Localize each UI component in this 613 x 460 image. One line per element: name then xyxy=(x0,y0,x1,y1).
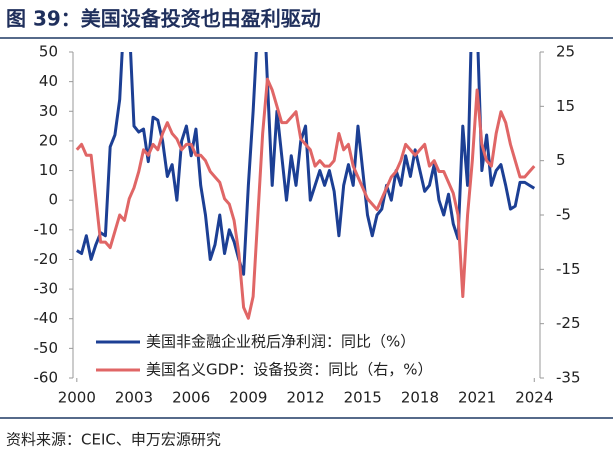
x-tick-label: 2012 xyxy=(286,389,324,407)
x-tick-label: 2009 xyxy=(229,389,267,407)
y-tick-label: 0 xyxy=(48,191,58,209)
plot-area xyxy=(75,52,536,320)
x-tick-label: 2021 xyxy=(458,389,496,407)
y-tick-label: 30 xyxy=(39,102,58,120)
y2-tick-label: -35 xyxy=(556,369,581,387)
y-tick-label: -60 xyxy=(34,369,59,387)
x-tick-label: 2015 xyxy=(344,389,382,407)
x-tick-label: 2003 xyxy=(115,389,153,407)
y2-tick-label: -5 xyxy=(556,206,571,224)
y-tick-label: -40 xyxy=(34,309,59,327)
y2-tick-label: -25 xyxy=(556,314,581,332)
y-tick-label: 50 xyxy=(39,43,58,61)
source: 资料来源：CEIC、申万宏源研究 xyxy=(6,431,221,449)
y2-tick-label: -15 xyxy=(556,260,581,278)
y-tick-label: 40 xyxy=(39,72,58,90)
y-tick-label: 10 xyxy=(39,161,58,179)
y2-tick-label: 25 xyxy=(556,43,575,61)
x-tick-label: 2024 xyxy=(515,389,553,407)
y-tick-label: -10 xyxy=(34,220,59,238)
legend-box xyxy=(88,330,508,354)
y2-tick-label: 15 xyxy=(556,97,575,115)
y-tick-label: -50 xyxy=(34,339,59,357)
x-tick-label: 2006 xyxy=(172,389,210,407)
y2-tick-label: 5 xyxy=(556,151,566,169)
x-tick-label: 2000 xyxy=(58,389,96,407)
legend-label: 美国非金融企业税后净利润：同比（%） xyxy=(146,333,415,351)
y-tick-label: -30 xyxy=(34,280,59,298)
y-tick-label: 20 xyxy=(39,131,58,149)
x-tick-label: 2018 xyxy=(401,389,439,407)
chart-title: 图 39：美国设备投资也由盈利驱动 xyxy=(6,7,321,31)
y-tick-label: -20 xyxy=(34,250,59,268)
legend-label: 美国名义GDP：设备投资：同比（右，%） xyxy=(146,361,432,379)
series-line xyxy=(75,77,536,320)
legend-box xyxy=(88,358,508,382)
